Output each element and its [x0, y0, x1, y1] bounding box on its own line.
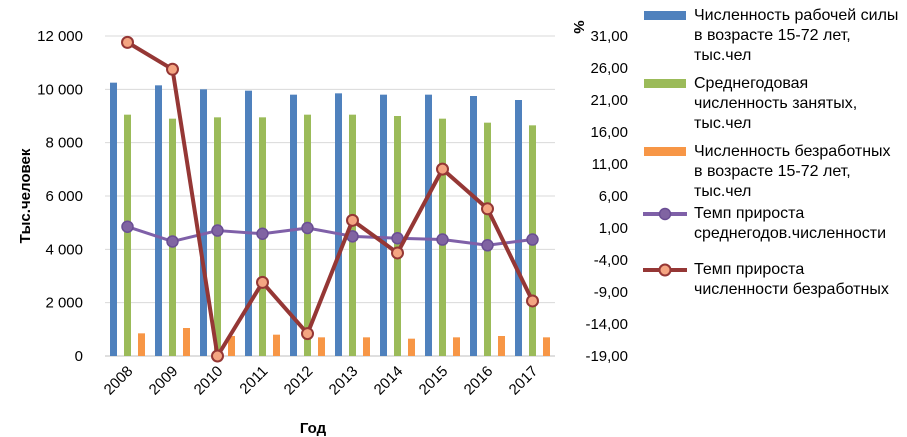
legend: Численность рабочей силы в возрасте 15-7… — [640, 6, 905, 306]
legend-item-employed-growth: Темп прироста среднегодов.численности — [640, 204, 905, 244]
line-point — [301, 221, 314, 235]
legend-label-employed: Среднегодовая численность занятых, тыс.ч… — [694, 75, 858, 132]
y2-tick-label: 21,00 — [590, 92, 628, 109]
line-point — [526, 294, 539, 308]
legend-swatch-labor-force — [640, 6, 690, 28]
y2-tick-label: 31,00 — [590, 28, 628, 45]
line-point — [391, 231, 404, 245]
bar — [183, 328, 190, 356]
x-tick-label: 2010 — [191, 363, 227, 399]
line-point — [166, 62, 179, 76]
legend-label-labor-force: Численность рабочей силы в возрасте 15-7… — [694, 7, 899, 64]
bars — [110, 82, 550, 357]
line-point — [121, 220, 134, 233]
bar — [124, 114, 131, 357]
legend-label-employed-growth: Темп прироста среднегодов.численности — [694, 205, 887, 242]
y-tick-label: 0 — [75, 348, 83, 365]
y-tick-label: 4 000 — [45, 241, 83, 258]
y2-axis-title: % — [570, 20, 587, 33]
x-tick-label: 2016 — [461, 363, 497, 399]
legend-item-employed: Среднегодовая численность занятых, тыс.ч… — [640, 74, 905, 134]
y-tick-label: 2 000 — [45, 295, 83, 312]
y2-tick-label: 6,00 — [599, 188, 628, 205]
legend-label-unemployed: Численность безработных в возрасте 15-72… — [694, 143, 891, 200]
bar — [425, 94, 432, 357]
y-tick-label: 8 000 — [45, 135, 83, 152]
bar — [245, 90, 252, 357]
bar — [138, 333, 145, 356]
line-point — [436, 233, 449, 246]
y-axis-title: Тыс.человек — [17, 148, 34, 243]
line-point — [166, 235, 179, 248]
x-tick-label: 2011 — [236, 363, 271, 398]
line-point — [211, 224, 224, 237]
y2-tick-label: 11,00 — [592, 156, 628, 173]
legend-item-unemployed: Численность безработных в возрасте 15-72… — [640, 142, 905, 202]
bar — [110, 82, 117, 357]
bar — [498, 336, 505, 356]
line-point — [346, 213, 359, 227]
bar — [200, 89, 207, 356]
bar — [408, 338, 415, 356]
y-tick-label: 10 000 — [37, 81, 83, 98]
line-point — [436, 162, 449, 176]
line-point — [256, 275, 269, 289]
y2-tick-label: -14,00 — [585, 316, 628, 333]
bar — [363, 337, 370, 356]
gridlines — [105, 35, 555, 357]
bar — [453, 337, 460, 356]
bar — [380, 94, 387, 357]
bar — [228, 336, 235, 356]
lines — [121, 35, 539, 363]
left-axis-ticks: 0 2 000 4 000 6 000 8 000 10 000 12 000 — [37, 28, 83, 365]
y2-tick-label: -9,00 — [594, 284, 628, 301]
x-tick-label: 2008 — [101, 363, 137, 399]
line-point — [481, 239, 494, 252]
bar — [155, 85, 162, 356]
legend-item-labor-force: Численность рабочей силы в возрасте 15-7… — [640, 6, 905, 66]
line-point — [211, 349, 224, 363]
legend-swatch-unemployed — [640, 142, 690, 164]
legend-swatch-employed — [640, 74, 690, 96]
bar — [470, 96, 477, 356]
line-point — [301, 327, 314, 341]
series-line — [127, 225, 533, 247]
x-tick-label: 2012 — [281, 363, 317, 399]
bar — [273, 334, 280, 356]
bar — [515, 100, 522, 356]
bar — [335, 93, 342, 356]
legend-item-unemployed-growth: Темп прироста численности безработных — [640, 260, 905, 300]
bar — [290, 94, 297, 357]
x-tick-label: 2015 — [416, 363, 452, 399]
y2-tick-label: -4,00 — [594, 252, 628, 269]
y-tick-label: 12 000 — [37, 28, 83, 45]
legend-swatch-unemployed-growth — [640, 260, 690, 282]
y2-tick-label: 16,00 — [590, 124, 628, 141]
x-tick-label: 2013 — [326, 363, 362, 399]
line-point — [481, 202, 494, 216]
line-point — [121, 35, 134, 49]
bar — [318, 337, 325, 356]
bar — [304, 114, 311, 357]
line-point — [526, 233, 539, 246]
legend-label-unemployed-growth: Темп прироста численности безработных — [694, 261, 889, 298]
bar — [543, 337, 550, 356]
right-axis-ticks: -19,00 -14,00 -9,00 -4,00 1,00 6,00 11,00 16,00… — [585, 28, 628, 365]
x-tick-label: 2009 — [146, 363, 182, 399]
x-axis-title: Год — [300, 420, 327, 437]
y2-tick-label: 26,00 — [590, 60, 628, 77]
y-tick-label: 6 000 — [45, 188, 83, 205]
line-point — [256, 227, 269, 241]
series-line — [126, 40, 535, 358]
line-point — [391, 246, 404, 260]
y2-tick-label: 1,00 — [599, 220, 628, 237]
legend-swatch-employed-growth — [640, 204, 690, 226]
x-tick-label: 2014 — [371, 363, 407, 399]
y2-tick-label: -19,00 — [585, 348, 628, 365]
x-tick-label: 2017 — [506, 363, 542, 399]
x-axis-ticks: 2008 2009 2010 2011 2012 2013 2014 2015 2016 2017 — [101, 363, 542, 399]
